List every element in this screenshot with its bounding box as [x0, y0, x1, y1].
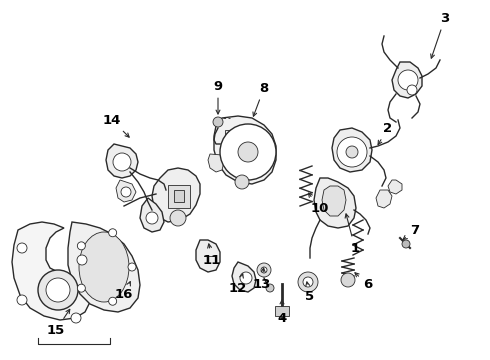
Circle shape [398, 70, 418, 90]
Polygon shape [68, 222, 140, 312]
Circle shape [240, 272, 252, 284]
Polygon shape [392, 62, 422, 98]
Circle shape [238, 142, 258, 162]
Polygon shape [116, 180, 136, 202]
Circle shape [128, 263, 136, 271]
Polygon shape [196, 240, 220, 272]
Text: 1: 1 [345, 214, 360, 255]
Circle shape [266, 284, 274, 292]
Circle shape [407, 85, 417, 95]
Circle shape [77, 284, 85, 292]
Text: 6: 6 [355, 273, 372, 292]
Circle shape [77, 242, 85, 250]
Circle shape [220, 124, 276, 180]
Circle shape [257, 263, 271, 277]
Text: 13: 13 [253, 268, 271, 291]
Text: 5: 5 [305, 282, 315, 302]
Text: 12: 12 [229, 274, 247, 294]
Text: 2: 2 [378, 122, 392, 145]
Circle shape [261, 267, 267, 273]
Polygon shape [152, 168, 200, 222]
Circle shape [341, 273, 355, 287]
Polygon shape [208, 154, 224, 172]
Text: 15: 15 [47, 309, 70, 337]
Text: 4: 4 [277, 300, 287, 324]
Polygon shape [168, 185, 190, 208]
Circle shape [38, 270, 78, 310]
Circle shape [46, 278, 70, 302]
Circle shape [109, 229, 117, 237]
Circle shape [402, 240, 410, 248]
Polygon shape [376, 190, 392, 208]
Circle shape [77, 255, 87, 265]
Text: 9: 9 [214, 80, 222, 114]
Circle shape [303, 277, 313, 287]
Polygon shape [314, 178, 356, 228]
Polygon shape [174, 190, 184, 202]
Circle shape [109, 297, 117, 305]
Text: 16: 16 [115, 282, 133, 302]
Text: 8: 8 [253, 81, 269, 116]
Polygon shape [332, 128, 372, 172]
Polygon shape [140, 198, 164, 232]
Circle shape [113, 153, 131, 171]
Circle shape [337, 137, 367, 167]
Circle shape [235, 175, 249, 189]
Text: 14: 14 [103, 113, 129, 137]
Polygon shape [12, 222, 90, 320]
Text: 3: 3 [431, 12, 450, 58]
Circle shape [146, 212, 158, 224]
Circle shape [71, 313, 81, 323]
Polygon shape [214, 116, 276, 184]
Text: 7: 7 [403, 224, 419, 239]
Polygon shape [225, 130, 238, 156]
Polygon shape [106, 144, 138, 178]
Circle shape [298, 272, 318, 292]
Circle shape [121, 187, 131, 197]
Text: 10: 10 [309, 193, 329, 215]
Circle shape [346, 146, 358, 158]
Bar [275, 306, 289, 316]
Polygon shape [322, 186, 346, 216]
Circle shape [213, 117, 223, 127]
Circle shape [17, 243, 27, 253]
Polygon shape [388, 180, 402, 194]
Circle shape [170, 210, 186, 226]
Ellipse shape [79, 232, 129, 302]
Text: 11: 11 [203, 244, 221, 266]
Circle shape [17, 295, 27, 305]
Polygon shape [232, 262, 256, 292]
